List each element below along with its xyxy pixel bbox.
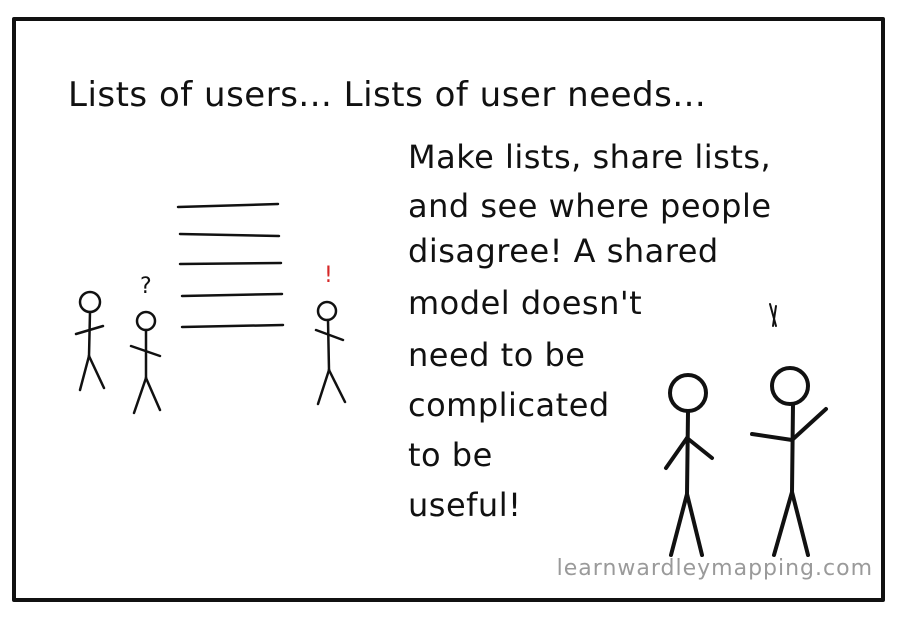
large-stick-figure-left-icon bbox=[664, 373, 714, 557]
body-line-5: need to be bbox=[408, 336, 586, 374]
headline-text: Lists of users... Lists of user needs... bbox=[68, 75, 707, 115]
motion-marks-icon bbox=[769, 303, 777, 327]
list-lines-icon bbox=[176, 202, 285, 329]
watermark-text: learnwardleymapping.com bbox=[556, 556, 873, 581]
body-line-1: Make lists, share lists, bbox=[408, 138, 772, 176]
stick-figure-confused-icon bbox=[129, 310, 162, 415]
panel-frame bbox=[12, 17, 885, 602]
exclamation-mark-icon: ! bbox=[324, 263, 333, 288]
body-line-2: and see where people bbox=[408, 187, 772, 225]
body-line-3: disagree! A shared bbox=[408, 232, 719, 270]
stick-figure-left-icon bbox=[74, 290, 106, 392]
large-stick-figure-right-icon bbox=[750, 366, 828, 557]
body-line-6: complicated bbox=[408, 386, 610, 424]
body-line-7: to be bbox=[408, 436, 493, 474]
stick-figure-excited-icon bbox=[314, 300, 347, 406]
body-line-4: model doesn't bbox=[408, 284, 643, 322]
body-line-8: useful! bbox=[408, 486, 522, 524]
question-mark-icon: ? bbox=[140, 274, 152, 299]
